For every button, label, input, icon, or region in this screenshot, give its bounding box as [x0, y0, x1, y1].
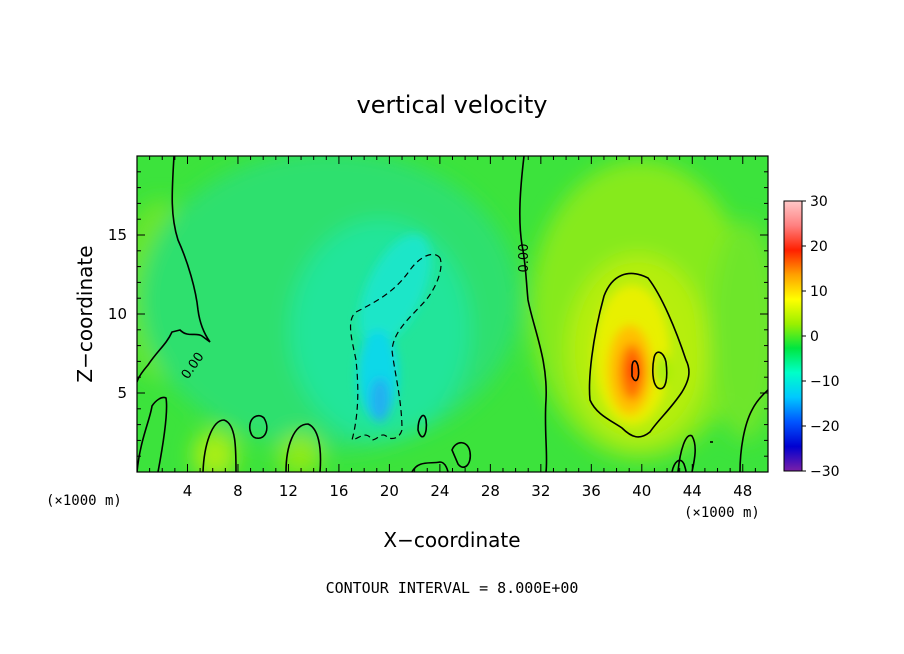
- contour-lines: [137, 156, 768, 472]
- field-updraft-secondary: [654, 354, 670, 386]
- contour-positive-updraft: [588, 272, 690, 438]
- colorbar-tick-label: 10: [810, 284, 828, 300]
- contour-zero-right-low: [677, 434, 696, 472]
- x-tick-label: 48: [733, 482, 752, 500]
- contour-zero-blob-5: [411, 461, 449, 472]
- x-unit-left: (×1000 m): [46, 493, 122, 509]
- x-tick-label: 20: [380, 482, 399, 500]
- x-tick-label: 40: [632, 482, 651, 500]
- x-tick-label: 4: [183, 482, 193, 500]
- colorbar-tick-label: −10: [810, 374, 840, 390]
- field-patch-far-right: [710, 220, 768, 440]
- colorbar-tick-label: 20: [810, 239, 828, 255]
- y-tick-label: 5: [117, 384, 127, 402]
- x-tick-label: 16: [329, 482, 348, 500]
- contour-zero-blob-4: [417, 414, 428, 438]
- colorbar-ticks: 30 20 10 0 −10 −20 −30: [802, 194, 840, 480]
- colorbar-tick-label: 30: [810, 194, 828, 210]
- contour-zero-center: [519, 156, 548, 472]
- x-axis-ticks: 4 8 12 16 20 24 28 32 36 40 44 48: [149, 156, 756, 500]
- field-downdraft-peak: [370, 378, 390, 422]
- colorbar-tick-label: −20: [810, 419, 840, 435]
- y-tick-label: 10: [108, 305, 127, 323]
- x-tick-label: 28: [481, 482, 500, 500]
- x-tick-label: 12: [279, 482, 298, 500]
- contour-interval-note: CONTOUR INTERVAL = 8.000E+00: [326, 579, 579, 597]
- contour-zero-blob-3: [285, 423, 322, 472]
- contour-secondary-updraft: [652, 351, 668, 390]
- contour-zero-left-low: [137, 396, 168, 472]
- y-axis-label: Z−coordinate: [73, 245, 97, 382]
- contour-negative-downdraft: [349, 253, 442, 441]
- x-unit-right: (×1000 m): [684, 505, 760, 521]
- contour-zero-blob-1: [202, 419, 237, 472]
- contour-zero-left: [137, 156, 211, 383]
- y-tick-label: 15: [108, 226, 127, 244]
- field-smoothing-fine: [358, 234, 670, 425]
- field-downdraft-upper: [359, 234, 431, 346]
- contour-zero-blob-2: [248, 414, 268, 439]
- heatmap-field: 0.00 0.00: [137, 156, 768, 472]
- x-tick-label: 8: [233, 482, 243, 500]
- x-axis-label: X−coordinate: [383, 528, 520, 552]
- field-patch-bottom-mid-up: [278, 433, 322, 472]
- colorbar-tick-label: 0: [810, 329, 819, 345]
- contour-core-updraft: [631, 360, 640, 382]
- colorbar-tick-label: −30: [810, 464, 840, 480]
- y-axis-ticks: 5 10 15: [108, 171, 768, 457]
- x-tick-label: 32: [531, 482, 550, 500]
- contour-label-center: 0.00: [517, 244, 532, 273]
- x-tick-label: 24: [430, 482, 449, 500]
- x-tick-label: 44: [683, 482, 702, 500]
- colorbar: [783, 200, 803, 472]
- x-tick-label: 36: [582, 482, 601, 500]
- chart-title: vertical velocity: [357, 91, 548, 119]
- contour-zero-blob-6: [451, 441, 472, 468]
